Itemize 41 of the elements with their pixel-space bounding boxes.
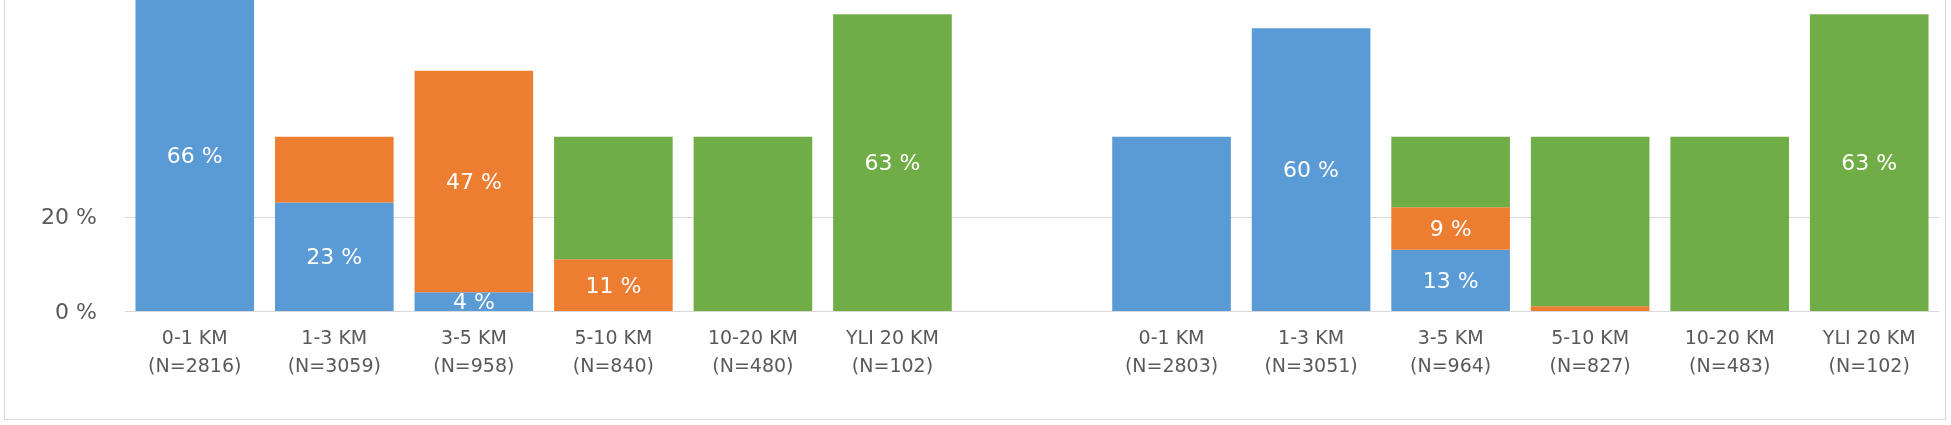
data-label: 9 %	[1429, 216, 1472, 242]
data-label: 66 %	[166, 143, 223, 168]
bar	[1530, 306, 1650, 311]
x-tick-label: 0-1 KM (N=2816)	[148, 326, 242, 376]
data-label: 63 %	[1841, 150, 1898, 176]
x-tick-label: 10-20 KM (N=483)	[1684, 326, 1775, 376]
x-tick-label: 3-5 KM (N=958)	[433, 326, 515, 376]
bar	[1809, 14, 1929, 311]
x-tick-label: 5-10 KM (N=827)	[1549, 326, 1631, 376]
bar	[275, 136, 394, 203]
bar	[1251, 28, 1371, 311]
x-tick-label: 3-5 KM (N=964)	[1410, 326, 1492, 376]
bar	[1391, 249, 1510, 311]
data-label: 23 %	[306, 244, 363, 270]
bar	[1391, 207, 1510, 250]
bar	[554, 136, 673, 260]
data-label: 13 %	[1422, 267, 1479, 293]
x-tick-label: YLI 20 KM (N=102)	[845, 326, 939, 376]
x-tick-label: 1-3 KM (N=3051)	[1264, 326, 1358, 376]
bar	[275, 202, 394, 311]
x-tick-label: 1-3 KM (N=3059)	[287, 326, 381, 376]
x-tick-label: YLI 20 KM (N=102)	[1821, 326, 1916, 376]
y-tick-label: 0 %	[55, 298, 97, 324]
data-label: 11 %	[585, 272, 642, 298]
data-label: 4 %	[452, 289, 495, 315]
bar	[1530, 136, 1650, 307]
bar	[1670, 136, 1789, 311]
y-tick-label: 20 %	[41, 204, 97, 230]
x-tick-label: 0-1 KM (N=2803)	[1124, 326, 1219, 376]
x-tick-label: 10-20 KM (N=480)	[707, 326, 798, 376]
bar	[554, 259, 673, 311]
bar	[1112, 136, 1231, 311]
bar	[693, 136, 813, 311]
bar	[833, 14, 952, 311]
bar	[414, 70, 534, 293]
x-tick-label: 5-10 KM (N=840)	[572, 326, 654, 376]
bar	[1391, 136, 1510, 208]
data-label: 47 %	[445, 168, 502, 194]
bar	[135, 0, 255, 311]
data-label: 63 %	[864, 150, 921, 176]
data-label: 60 %	[1283, 157, 1340, 183]
